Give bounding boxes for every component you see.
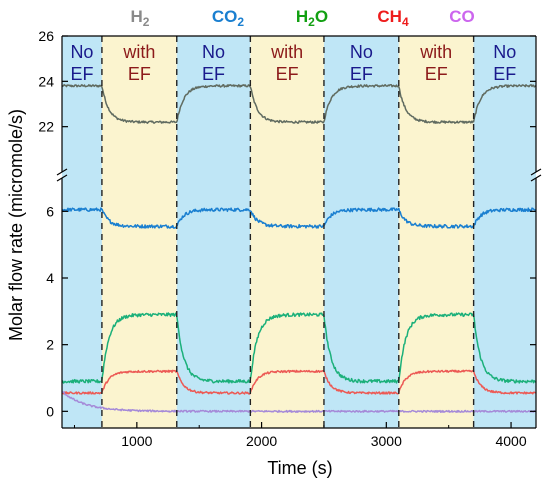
x-tick-label: 4000 xyxy=(495,433,526,449)
region-label-line1: with xyxy=(122,42,155,62)
region-label-line2: EF xyxy=(425,64,448,84)
region-noef-3 xyxy=(176,36,251,428)
region-label-line2: EF xyxy=(202,64,225,84)
region-label-line2: EF xyxy=(493,64,516,84)
y-tick-label: 2 xyxy=(46,337,54,353)
legend-entry-co: CO xyxy=(449,7,475,26)
series-line-h2o xyxy=(61,312,537,384)
series-line-ch4 xyxy=(61,369,536,395)
axis-break-mark xyxy=(56,174,68,182)
x-axis-title: Time (s) xyxy=(267,458,332,478)
background-regions xyxy=(62,36,536,428)
y-tick-label: 6 xyxy=(46,203,54,219)
y-tick-label: 26 xyxy=(38,28,54,44)
region-noef-7 xyxy=(473,36,536,428)
axis-break-mark xyxy=(530,168,542,176)
y-tick-label: 4 xyxy=(46,270,54,286)
region-withef-2 xyxy=(101,36,177,428)
legend-entry-h2: H2 xyxy=(131,7,150,29)
region-label-line1: No xyxy=(70,42,93,62)
region-label-line2: EF xyxy=(350,64,373,84)
x-tick-label: 2000 xyxy=(246,433,277,449)
region-label-line1: No xyxy=(493,42,516,62)
region-label-line1: with xyxy=(270,42,303,62)
x-tick-label: 1000 xyxy=(121,433,152,449)
y-tick-label: 22 xyxy=(38,119,54,135)
series-lines xyxy=(61,83,537,413)
region-withef-6 xyxy=(398,36,474,428)
region-label-line2: EF xyxy=(70,64,93,84)
legend-entry-ch4: CH4 xyxy=(377,7,409,29)
region-label-line2: EF xyxy=(128,64,151,84)
legend-entry-co2: CO2 xyxy=(212,7,245,29)
y-tick-label: 0 xyxy=(46,403,54,419)
region-label-line1: No xyxy=(350,42,373,62)
legend: H2 CO2 H2O CH4 CO xyxy=(131,7,475,29)
region-label-line2: EF xyxy=(276,64,299,84)
series-line-co xyxy=(61,390,536,413)
region-withef-4 xyxy=(250,36,324,428)
y-tick-label: 24 xyxy=(38,73,54,89)
region-label-line1: with xyxy=(419,42,452,62)
axis-break-mark xyxy=(56,168,68,176)
region-label-line1: No xyxy=(202,42,225,62)
legend-entry-h2o: H2O xyxy=(296,7,328,29)
series-line-h2 xyxy=(61,83,537,124)
axis-break-mark xyxy=(530,174,542,182)
region-noef-5 xyxy=(323,36,399,428)
y-axis-title: Molar flow rate (micromole/s) xyxy=(6,109,26,341)
region-noef-1 xyxy=(62,36,102,428)
series-line-co2 xyxy=(61,207,536,229)
x-tick-label: 3000 xyxy=(371,433,402,449)
